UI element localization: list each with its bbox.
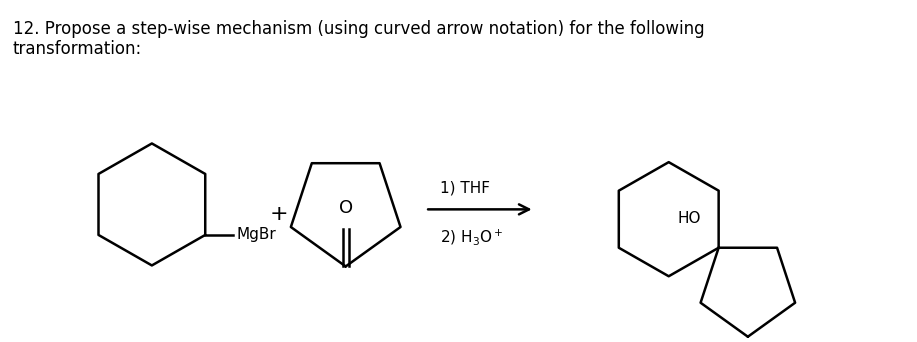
Text: transformation:: transformation: [13, 40, 142, 58]
Text: +: + [270, 204, 289, 224]
Text: 2) H$_3$O$^+$: 2) H$_3$O$^+$ [440, 227, 503, 247]
Text: HO: HO [678, 211, 701, 226]
Text: 12. Propose a step-wise mechanism (using curved arrow notation) for the followin: 12. Propose a step-wise mechanism (using… [13, 21, 704, 39]
Text: 1) THF: 1) THF [440, 181, 490, 196]
Text: MgBr: MgBr [236, 227, 276, 242]
Text: O: O [338, 199, 353, 217]
